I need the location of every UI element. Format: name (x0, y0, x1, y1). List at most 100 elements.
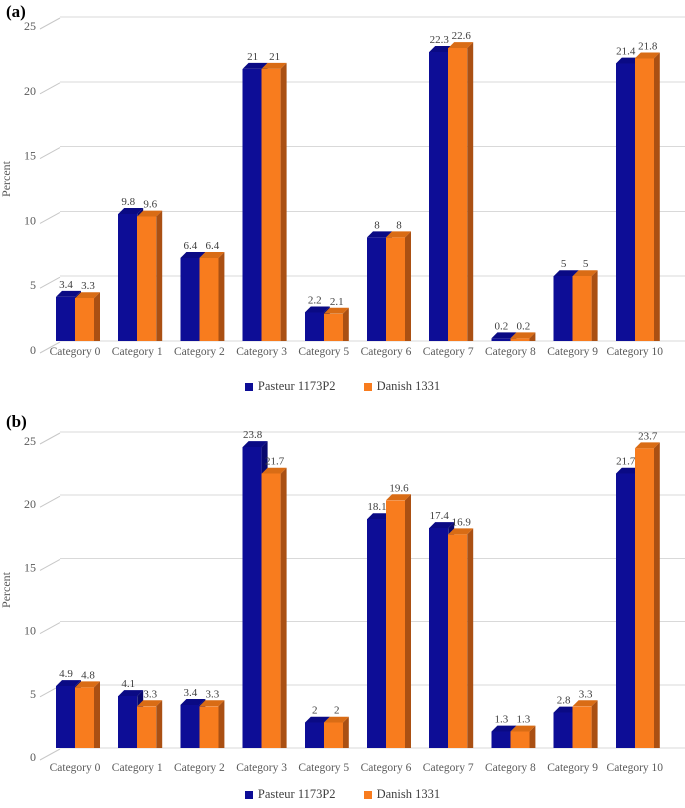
bar-side-face (467, 528, 474, 748)
bar (323, 313, 343, 341)
bar (323, 722, 343, 748)
bar-top-face (634, 442, 660, 449)
bar (261, 68, 281, 341)
value-label: 0.2 (495, 320, 509, 332)
y-tick-label: 0 (30, 750, 36, 764)
bar-top-face (199, 252, 225, 259)
bar (199, 258, 219, 341)
bar-top-face (56, 680, 81, 687)
x-category-label: Category 6 (361, 346, 412, 358)
bar-top-face (553, 270, 579, 277)
y-tick-label: 5 (30, 278, 36, 292)
x-category-label: Category 5 (298, 762, 349, 774)
value-label: 23.7 (638, 430, 658, 442)
x-category-label: Category 9 (547, 762, 598, 774)
value-label: 18.1 (367, 501, 386, 513)
bar (180, 705, 200, 748)
bar-side-face (280, 62, 287, 342)
value-label: 2 (312, 705, 318, 717)
x-category-label: Category 3 (236, 762, 287, 774)
x-category-label: Category 1 (112, 346, 163, 358)
bar-top-face (448, 42, 474, 49)
x-category-label: Category 6 (361, 762, 412, 774)
bar-side-face (591, 270, 598, 341)
bar (386, 500, 405, 748)
bar (572, 706, 592, 748)
value-label: 3.3 (206, 688, 220, 700)
value-label: 21.7 (616, 456, 636, 468)
value-label: 6.4 (184, 240, 198, 252)
bar-top-face (323, 307, 349, 314)
bar (304, 722, 324, 748)
x-category-label: Category 0 (50, 762, 101, 774)
value-label: 0.2 (517, 320, 531, 332)
x-category-label: Category 8 (485, 762, 536, 774)
legend-label: Danish 1331 (376, 379, 441, 393)
y-tick-label: 5 (30, 687, 36, 701)
x-category-label: Category 7 (423, 762, 474, 774)
bar (491, 731, 511, 748)
bar-side-face (653, 442, 660, 748)
bar-top-face (137, 700, 163, 707)
value-label: 5 (561, 258, 567, 270)
bar (634, 58, 654, 342)
x-category-label: Category 2 (174, 762, 225, 774)
bar-top-face (429, 522, 455, 529)
y-axis-title: Percent (0, 571, 13, 608)
bar-top-face (180, 699, 206, 706)
axis-tick-diagonal (39, 211, 61, 224)
y-tick-label: 15 (24, 149, 36, 163)
panel-label-b: (b) (6, 412, 27, 431)
legend-swatch-danish-icon (363, 382, 372, 391)
legend-item: Danish 1331 (363, 787, 440, 802)
bar (118, 213, 138, 341)
y-tick-label: 20 (24, 84, 36, 98)
bar-side-face (467, 42, 474, 341)
value-label: 8 (374, 219, 380, 231)
bar (491, 338, 511, 341)
bar (634, 448, 654, 748)
bar (137, 706, 157, 748)
legend-swatch-pasteur-icon (244, 382, 253, 391)
bar-side-face (591, 700, 598, 748)
bar (56, 296, 75, 341)
value-label: 2.8 (557, 695, 571, 707)
panel-label-a: (a) (6, 2, 26, 21)
bar (429, 528, 449, 748)
value-label: 22.6 (452, 30, 472, 42)
y-tick-label: 25 (24, 434, 36, 448)
value-label: 21 (247, 51, 258, 63)
value-label: 9.8 (121, 196, 135, 208)
value-label: 21.4 (616, 46, 636, 58)
legend-label: Pasteur 1173P2 (257, 379, 336, 393)
bar-top-face (323, 716, 349, 723)
bar-side-face (529, 725, 536, 748)
legend-panel-a: Pasteur 1173P2 Danish 1331 (0, 379, 685, 394)
bar-side-face (342, 307, 349, 341)
bar (510, 731, 530, 748)
x-category-label: Category 10 (607, 762, 664, 774)
bar (75, 298, 94, 341)
bar-top-face (56, 290, 81, 297)
bar (56, 686, 75, 748)
x-category-label: Category 10 (607, 346, 664, 358)
y-tick-label: 15 (24, 560, 36, 574)
bar-chart-panel-a: 0 5 10 15 20 25 Percent 3.4 3.3 Category 0 9.8 9.6 C… (0, 16, 685, 358)
bar-side-face (94, 681, 100, 748)
value-label: 23.8 (243, 429, 263, 441)
x-category-label: Category 1 (112, 762, 163, 774)
value-label: 2 (334, 705, 340, 717)
y-tick-label: 20 (24, 497, 36, 511)
bar-top-face (615, 57, 641, 64)
bar-chart-panel-b: 0 5 10 15 20 25 Percent 4.9 4.8 Category 0 4.1 3.3 C… (0, 429, 685, 774)
bar-top-face (118, 207, 144, 214)
value-label: 22.3 (430, 34, 450, 46)
bar (615, 63, 635, 341)
bar-top-face (510, 332, 536, 339)
value-label: 8 (396, 219, 402, 231)
value-label: 2.1 (330, 296, 344, 308)
value-label: 19.6 (389, 482, 409, 494)
bar-top-face (386, 494, 411, 501)
bar-side-face (156, 210, 163, 341)
bar-top-face (261, 62, 287, 69)
